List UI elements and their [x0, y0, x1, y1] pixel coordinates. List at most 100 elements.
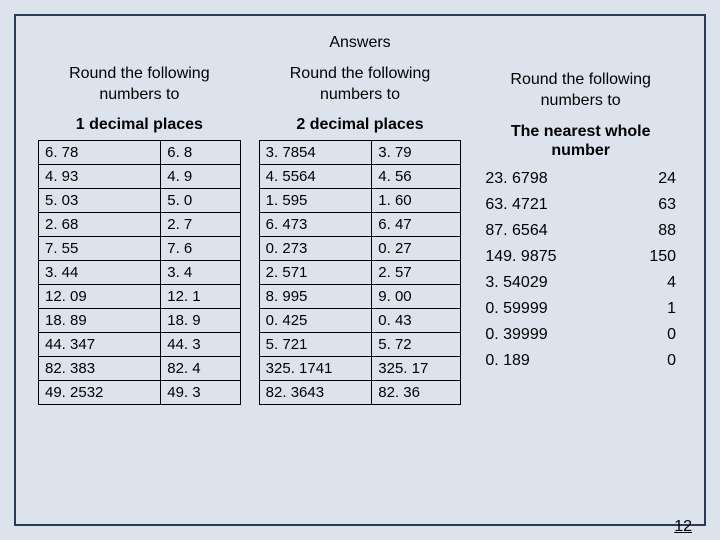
cell: 88	[618, 218, 682, 244]
cell: 7. 55	[39, 236, 161, 260]
table-row: 8. 9959. 00	[259, 284, 461, 308]
table-row: 82. 364382. 36	[259, 380, 461, 404]
cell: 4. 9	[161, 164, 240, 188]
cell: 63	[618, 192, 682, 218]
col3-header-line1: Round the following	[510, 71, 651, 88]
col1-header-line2: numbers to	[99, 86, 179, 103]
table-row: 12. 0912. 1	[39, 284, 241, 308]
table-row: 0. 1890	[479, 348, 682, 374]
col2-subheader: 2 decimal places	[259, 112, 462, 140]
cell: 12. 1	[161, 284, 240, 308]
cell: 4. 56	[372, 164, 461, 188]
cell: 5. 721	[259, 332, 372, 356]
table-row: 0. 599991	[479, 296, 682, 322]
cell: 18. 89	[39, 308, 161, 332]
col3-header: Round the following numbers to	[479, 60, 682, 118]
cell: 1. 60	[372, 188, 461, 212]
table-whole: 23. 679824 63. 472163 87. 656488 149. 98…	[479, 166, 682, 374]
cell: 0	[618, 348, 682, 374]
col2-header-line1: Round the following	[290, 65, 431, 82]
table-row: 6. 786. 8	[39, 140, 241, 164]
cell: 23. 6798	[479, 166, 617, 192]
table-1dp: 6. 786. 8 4. 934. 9 5. 035. 0 2. 682. 7 …	[38, 140, 241, 405]
cell: 3. 54029	[479, 270, 617, 296]
cell: 150	[618, 244, 682, 270]
cell: 63. 4721	[479, 192, 617, 218]
cell: 3. 79	[372, 140, 461, 164]
cell: 82. 4	[161, 356, 240, 380]
cell: 6. 8	[161, 140, 240, 164]
cell: 325. 1741	[259, 356, 372, 380]
cell: 12. 09	[39, 284, 161, 308]
cell: 82. 3643	[259, 380, 372, 404]
cell: 44. 3	[161, 332, 240, 356]
table-row: 6. 4736. 47	[259, 212, 461, 236]
table-row: 23. 679824	[479, 166, 682, 192]
column-1dp: Round the following numbers to 1 decimal…	[38, 60, 241, 405]
table-row: 4. 934. 9	[39, 164, 241, 188]
table-row: 149. 9875150	[479, 244, 682, 270]
cell: 6. 473	[259, 212, 372, 236]
table-row: 1. 5951. 60	[259, 188, 461, 212]
table-row: 7. 557. 6	[39, 236, 241, 260]
cell: 3. 4	[161, 260, 240, 284]
title: Answers	[16, 16, 704, 60]
table-row: 5. 7215. 72	[259, 332, 461, 356]
cell: 9. 00	[372, 284, 461, 308]
col3-header-line2: numbers to	[541, 92, 621, 109]
cell: 8. 995	[259, 284, 372, 308]
cell: 3. 7854	[259, 140, 372, 164]
cell: 0. 43	[372, 308, 461, 332]
col1-subheader: 1 decimal places	[38, 112, 241, 140]
slide-frame: Answers Round the following numbers to 1…	[14, 14, 706, 526]
cell: 24	[618, 166, 682, 192]
cell: 6. 78	[39, 140, 161, 164]
table-row: 0. 4250. 43	[259, 308, 461, 332]
cell: 1	[618, 296, 682, 322]
cell: 6. 47	[372, 212, 461, 236]
col2-header-line2: numbers to	[320, 86, 400, 103]
cell: 5. 72	[372, 332, 461, 356]
cell: 0. 273	[259, 236, 372, 260]
table-row: 3. 78543. 79	[259, 140, 461, 164]
cell: 0. 59999	[479, 296, 617, 322]
cell: 49. 3	[161, 380, 240, 404]
cell: 0. 27	[372, 236, 461, 260]
table-row: 18. 8918. 9	[39, 308, 241, 332]
cell: 18. 9	[161, 308, 240, 332]
cell: 1. 595	[259, 188, 372, 212]
table-row: 3. 540294	[479, 270, 682, 296]
cell: 0. 425	[259, 308, 372, 332]
col1-header-line1: Round the following	[69, 65, 210, 82]
table-row: 82. 38382. 4	[39, 356, 241, 380]
cell: 325. 17	[372, 356, 461, 380]
cell: 0. 189	[479, 348, 617, 374]
table-2dp: 3. 78543. 79 4. 55644. 56 1. 5951. 60 6.…	[259, 140, 462, 405]
col2-header: Round the following numbers to	[259, 60, 462, 112]
cell: 4. 5564	[259, 164, 372, 188]
cell: 2. 7	[161, 212, 240, 236]
table-row: 0. 399990	[479, 322, 682, 348]
table-row: 4. 55644. 56	[259, 164, 461, 188]
cell: 5. 0	[161, 188, 240, 212]
cell: 7. 6	[161, 236, 240, 260]
table-row: 2. 682. 7	[39, 212, 241, 236]
table-row: 63. 472163	[479, 192, 682, 218]
cell: 2. 57	[372, 260, 461, 284]
cell: 4. 93	[39, 164, 161, 188]
cell: 0. 39999	[479, 322, 617, 348]
table-row: 325. 1741325. 17	[259, 356, 461, 380]
table-row: 2. 5712. 57	[259, 260, 461, 284]
cell: 49. 2532	[39, 380, 161, 404]
table-row: 87. 656488	[479, 218, 682, 244]
table-row: 5. 035. 0	[39, 188, 241, 212]
cell: 149. 9875	[479, 244, 617, 270]
cell: 2. 571	[259, 260, 372, 284]
cell: 0	[618, 322, 682, 348]
col3-sub-line1: The nearest whole	[511, 123, 651, 140]
column-2dp: Round the following numbers to 2 decimal…	[259, 60, 462, 405]
col1-header: Round the following numbers to	[38, 60, 241, 112]
cell: 44. 347	[39, 332, 161, 356]
col3-subheader: The nearest whole number	[479, 118, 682, 166]
table-row: 44. 34744. 3	[39, 332, 241, 356]
